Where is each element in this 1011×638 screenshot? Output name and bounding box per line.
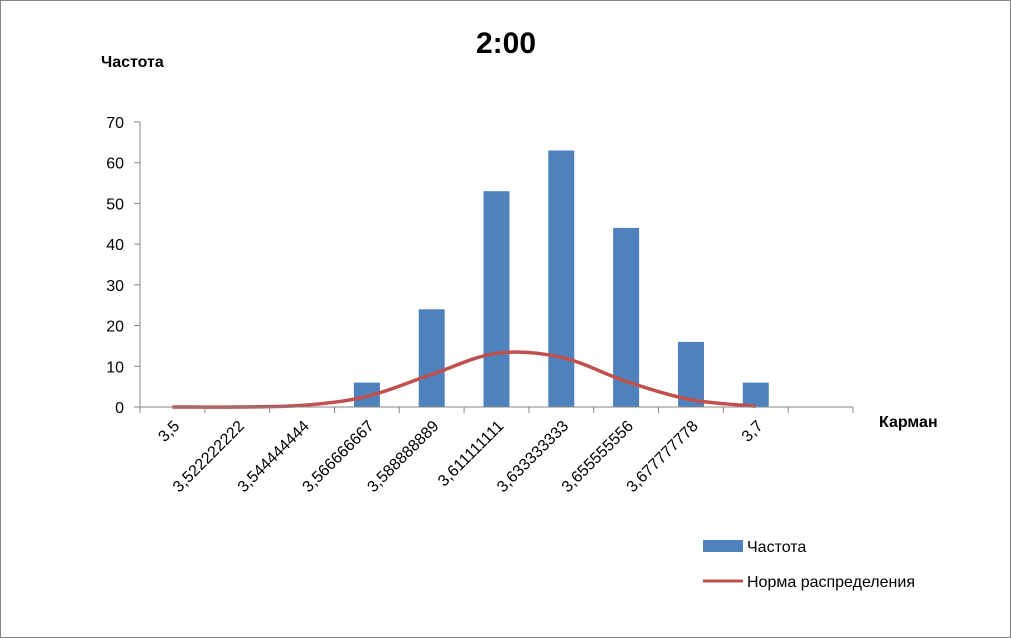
bar-4 <box>418 309 445 407</box>
y-tick-label: 0 <box>115 400 124 417</box>
bar-6 <box>548 150 575 407</box>
axes <box>134 121 854 413</box>
chart-title: 2:00 <box>476 27 536 60</box>
y-tick-label: 20 <box>106 319 124 336</box>
y-tick-label: 70 <box>106 115 124 132</box>
bar-5 <box>483 191 510 407</box>
legend-label-normal: Норма распределения <box>747 574 915 591</box>
y-tick-label: 40 <box>106 237 124 254</box>
x-tick-label: 3,7 <box>739 418 767 446</box>
y-tick-label: 10 <box>106 359 124 376</box>
legend-swatch-frequency <box>703 540 743 552</box>
y-axis-title: Частота <box>101 54 164 71</box>
x-axis-title: Карман <box>879 414 938 431</box>
y-tick-label: 60 <box>106 156 124 173</box>
y-axis-ticks: 0 10 20 30 40 50 60 70 <box>106 115 124 417</box>
x-tick-label: 3,611111111 <box>435 418 507 490</box>
normal-distribution-line <box>172 350 756 409</box>
legend: Частота Норма распределения <box>703 539 915 591</box>
bar-series <box>353 150 769 407</box>
y-tick-label: 30 <box>106 278 124 295</box>
legend-label-frequency: Частота <box>747 539 806 556</box>
bar-9 <box>742 382 769 407</box>
line-series <box>172 350 756 409</box>
y-tick-label: 50 <box>106 196 124 213</box>
x-tick-label: 3,5 <box>155 418 183 446</box>
x-axis-ticks: 3,53,5222222223,5444444443,5666666673,58… <box>155 418 766 496</box>
